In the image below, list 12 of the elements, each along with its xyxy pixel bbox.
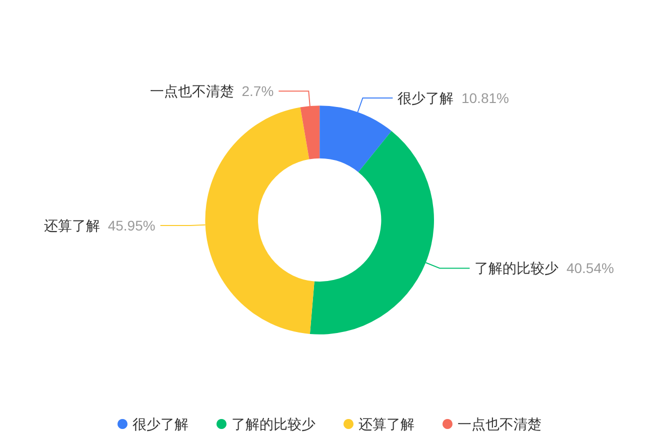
legend-label: 还算了解 bbox=[358, 416, 414, 432]
data-label: 45.95% bbox=[108, 217, 156, 234]
legend-label: 一点也不清楚 bbox=[458, 416, 542, 432]
slice-label: 还算了解 bbox=[44, 217, 100, 234]
slice-label: 很少了解 bbox=[398, 90, 454, 106]
slice-label: 一点也不清楚 bbox=[150, 83, 234, 100]
slice-label: 了解的比较少 bbox=[474, 260, 559, 276]
legend-label: 很少了解 bbox=[132, 416, 188, 432]
data-label: 10.81% bbox=[462, 90, 509, 106]
data-label: 40.54% bbox=[566, 260, 614, 276]
data-label: 2.7% bbox=[242, 83, 274, 100]
legend-label: 了解的比较少 bbox=[232, 416, 316, 432]
